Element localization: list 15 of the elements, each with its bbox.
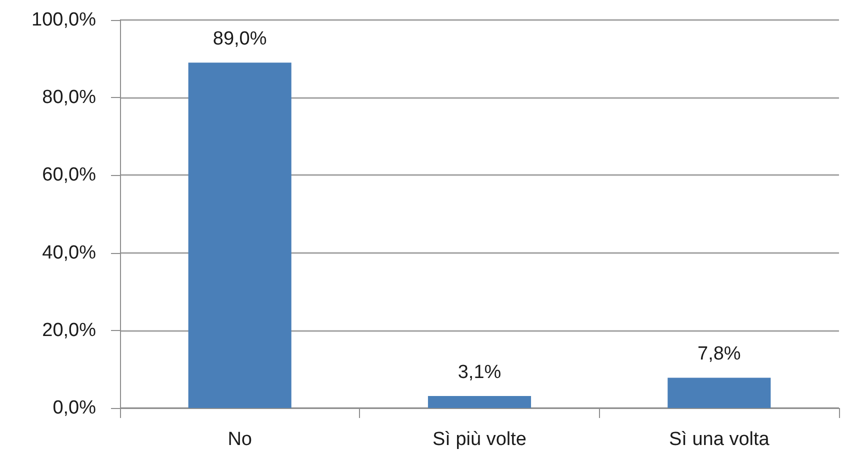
- y-tick-label: 60,0%: [42, 164, 96, 186]
- y-tick-label: 80,0%: [42, 87, 96, 108]
- x-tick-label: Sì più volte: [432, 429, 526, 450]
- x-tick-label: Sì una volta: [668, 429, 770, 450]
- y-tick-label: 100,0%: [32, 10, 96, 30]
- bar: [428, 396, 532, 408]
- y-tick-label: 0,0%: [52, 398, 96, 418]
- y-tick-label: 40,0%: [42, 242, 96, 264]
- y-tick-label: 20,0%: [42, 320, 96, 341]
- bar: [668, 378, 771, 408]
- data-label: 7,8%: [698, 344, 741, 365]
- data-label: 89,0%: [212, 28, 267, 50]
- x-tick-label: No: [228, 429, 252, 450]
- data-label: 3,1%: [458, 362, 502, 383]
- bar: [188, 62, 292, 408]
